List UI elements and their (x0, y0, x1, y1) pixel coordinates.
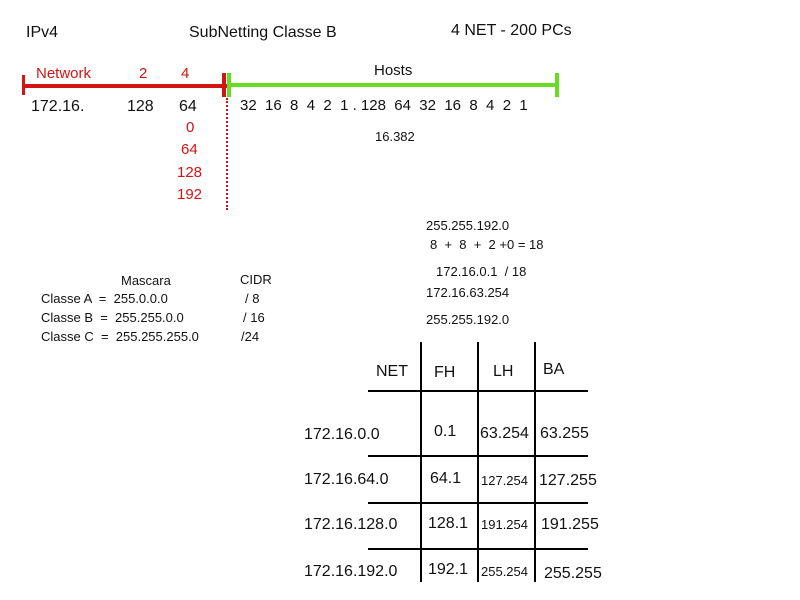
class-row-label: Classe A = 255.0.0.0 (41, 291, 168, 306)
octet-value: 128 (177, 164, 203, 181)
subnet-fh: 192.1 (428, 561, 469, 578)
class-row-cidr: /24 (241, 329, 260, 344)
subnet-net: 172.16.128.0 (304, 516, 398, 533)
class-row-label: Classe B = 255.255.0.0 (41, 310, 184, 325)
hosts-bar (228, 83, 558, 87)
network-bit-2: 2 (139, 65, 148, 82)
class-row-cidr: / 16 (243, 310, 265, 325)
subnet-ba: 255.255 (544, 565, 602, 582)
mascara-header: Mascara (121, 273, 171, 288)
ip-cidr: 172.16.0.1 / 18 (436, 264, 527, 279)
spec-label: 4 NET - 200 PCs (451, 22, 572, 39)
last-host: 172.16.63.254 (426, 285, 510, 300)
subnet-net: 172.16.64.0 (304, 471, 389, 488)
bit-value-64: 64 (179, 98, 197, 115)
hosts-label: Hosts (374, 62, 413, 79)
mask-value: 255.255.192.0 (426, 218, 510, 233)
host-count: 16.382 (375, 129, 415, 144)
col-header-fh: FH (434, 364, 456, 381)
subnet-fh: 0.1 (434, 423, 457, 440)
subnet-net: 172.16.0.0 (304, 426, 380, 443)
mask-value-2: 255.255.192.0 (426, 312, 510, 327)
network-bar-left-cap (22, 75, 25, 95)
ipv4-label: IPv4 (26, 24, 59, 41)
subnet-fh: 64.1 (430, 470, 462, 487)
subnet-net: 172.16.192.0 (304, 563, 398, 580)
grid-vline (420, 342, 422, 582)
network-boundary-dotted (226, 98, 228, 210)
network-bar-right-cap (222, 73, 226, 97)
bit-value-128: 128 (127, 98, 154, 115)
subnet-lh: 63.254 (480, 425, 529, 442)
hosts-bar-right-cap (555, 73, 559, 97)
octet-value: 64 (181, 141, 198, 158)
grid-vline (477, 342, 479, 582)
subnet-ba: 127.255 (539, 472, 597, 489)
subnet-ba: 191.255 (541, 516, 599, 533)
col-header-net: NET (376, 363, 408, 380)
col-header-ba: BA (543, 361, 565, 378)
class-row-cidr: / 8 (245, 291, 260, 306)
col-header-lh: LH (493, 363, 514, 380)
octet-value: 192 (177, 186, 203, 203)
octet-value: 0 (186, 119, 195, 136)
host-bits: 32 16 8 4 2 1 . 128 64 32 16 8 4 2 1 (240, 97, 528, 114)
subnet-lh: 191.254 (481, 517, 528, 532)
page-title: SubNetting Classe B (189, 24, 337, 41)
network-bar (22, 84, 228, 88)
network-bit-4: 4 (181, 65, 190, 82)
network-label: Network (36, 65, 92, 82)
hosts-bar-left-cap (227, 73, 231, 97)
address-prefix: 172.16. (31, 98, 85, 115)
subnet-fh: 128.1 (428, 515, 469, 532)
subnet-lh: 127.254 (481, 473, 528, 488)
subnet-ba: 63.255 (540, 425, 589, 442)
cidr-header: CIDR (240, 272, 272, 287)
subnet-lh: 255.254 (481, 564, 528, 579)
mask-sum: 8 + 8 + 2 +0 = 18 (430, 237, 544, 252)
grid-vline (534, 342, 536, 582)
class-row-label: Classe C = 255.255.255.0 (41, 329, 199, 344)
